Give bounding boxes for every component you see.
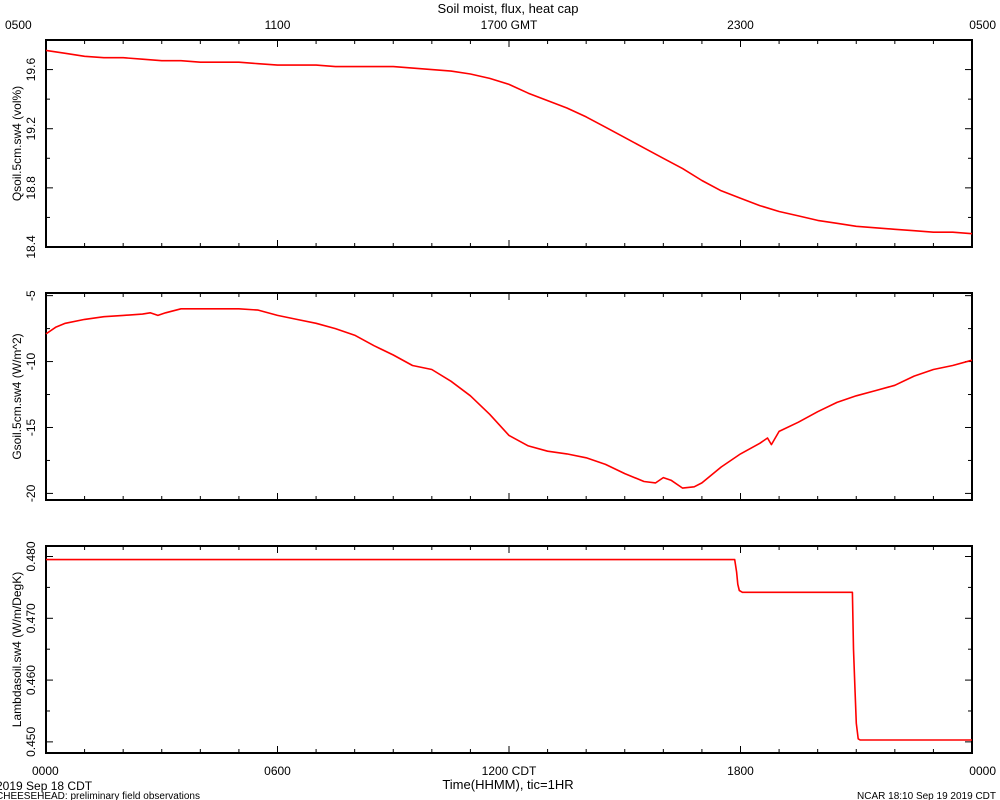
y-tick-label: 18.8 [24, 176, 38, 200]
panel-soil-heat-flux: -20 -15 -10 -5 Gsoil.5cm.sw4 (W/m^2) [10, 290, 973, 502]
y-tick-label: -10 [24, 353, 38, 371]
bottom-tick-label: 0600 [264, 764, 291, 778]
series-line [46, 558, 972, 741]
chart-title: Soil moist, flux, heat cap [438, 1, 579, 16]
plot-frame [45, 545, 973, 754]
top-tick-label: 2300 [727, 18, 754, 32]
y-tick-label: 19.2 [24, 117, 38, 141]
y-axis-label: Gsoil.5cm.sw4 (W/m^2) [10, 333, 24, 459]
date-label: 2019 Sep 18 CDT [0, 779, 93, 793]
top-axis-tick-labels: 0500 1100 1700 GMT 2300 0500 [5, 18, 996, 32]
y-axis-label: Qsoil.5cm.sw4 (vol%) [10, 86, 24, 201]
footer-left-note: CHEESEHEAD: preliminary field observatio… [0, 791, 200, 800]
y-tick-label: 18.4 [24, 235, 38, 259]
top-tick-label: 1100 [265, 18, 291, 32]
footer-right-note: NCAR 18:10 Sep 19 2019 CDT [857, 791, 996, 800]
y-tick-label: 19.6 [24, 58, 38, 82]
bottom-tick-label: 1200 CDT [482, 764, 537, 778]
series-line [45, 307, 973, 489]
x-axis-label: Time(HHMM), tic=1HR [442, 777, 573, 792]
top-tick-label: 0500 [5, 18, 32, 32]
y-tick-label: -20 [24, 484, 38, 502]
plot-frame [45, 39, 973, 248]
bottom-axis-tick-labels: 0000 0600 1200 CDT 1800 0000 [32, 764, 996, 778]
bottom-tick-label: 1800 [727, 764, 754, 778]
top-tick-label: 0500 [969, 18, 996, 32]
y-tick-label: 0.480 [24, 541, 38, 571]
y-axis-label: Lambdasoil.sw4 (W/m/DegK) [10, 572, 24, 727]
y-tick-label: 0.470 [24, 603, 38, 633]
bottom-tick-label: 0000 [32, 764, 59, 778]
y-tick-label: -5 [24, 290, 38, 301]
plot-frame [45, 292, 973, 501]
y-tick-label: -15 [24, 418, 38, 436]
top-tick-label: 1700 GMT [481, 18, 538, 32]
series-line [45, 49, 973, 235]
y-tick-label: 0.460 [24, 665, 38, 695]
y-tick-label: 0.450 [24, 727, 38, 757]
bottom-tick-label: 0000 [969, 764, 996, 778]
